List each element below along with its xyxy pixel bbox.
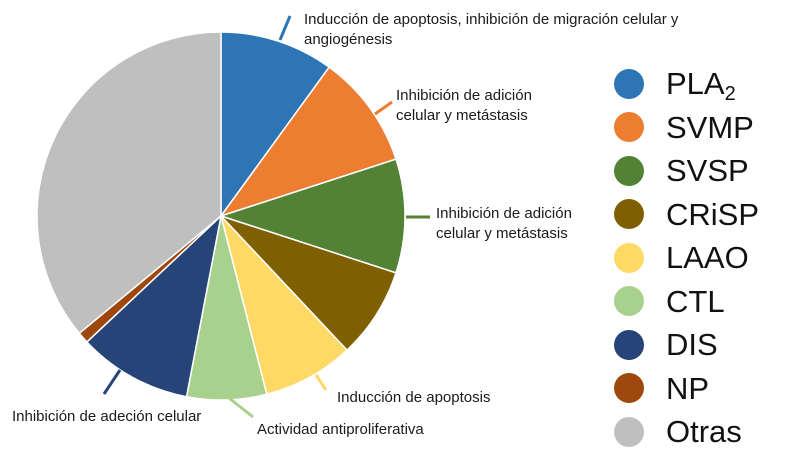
legend-label-text: Otras [666, 414, 742, 450]
annotation-leader-line-laao [314, 374, 328, 391]
annotation-label-svsp-line-2: celular y metástasis [436, 225, 568, 242]
legend-swatch [614, 199, 644, 230]
legend-swatch [614, 416, 644, 447]
pie-slice-svsp [220, 158, 406, 274]
annotation-label-pla-line-2: angiogénesis [304, 31, 392, 48]
annotation-label-svsp-line-1: Inhibición de adición [436, 205, 572, 222]
annotation-label-laao: Inducción de apoptosis [337, 389, 490, 406]
legend-item-laao: LAAO [614, 236, 759, 280]
legend-item-pla2: PLA2 [614, 62, 759, 106]
pie-slice-svmp [220, 66, 397, 217]
legend-label: Otras [666, 416, 742, 447]
annotation-label-pla-line-1: Inducción de apoptosis, inhibición de mi… [304, 11, 679, 28]
annotation-leader-line-dis [102, 369, 122, 395]
legend-label-text: DIS [666, 327, 718, 363]
legend-label-subscript: 2 [724, 83, 736, 106]
pie-slice-dis [86, 215, 222, 398]
legend-label: LAAO [666, 242, 749, 273]
legend-label-text: SVSP [666, 153, 749, 189]
annotation-leader-line-pla [278, 15, 292, 41]
legend-item-svmp: SVMP [614, 106, 759, 150]
slice-annotations: Inducción de apoptosis, inhibición de mi… [12, 11, 679, 438]
annotation-label-dis: Inhibición de adeción celular [12, 408, 201, 425]
pie-slice-otras [36, 31, 222, 335]
annotation-label-svmp-line-2: celular y metástasis [396, 107, 528, 124]
legend-label: NP [666, 373, 709, 404]
annotation-leader-line-ctl [228, 396, 254, 419]
chart-legend: PLA2 SVMP SVSP CRiSP LAAO CTL DIS NP Otras [614, 62, 759, 454]
legend-label-text: PLA [666, 66, 725, 102]
legend-item-otras: Otras [614, 410, 759, 454]
pie-slice-pla2 [220, 31, 330, 217]
legend-swatch [614, 112, 644, 143]
pie-slice-crisp [220, 215, 397, 351]
legend-label-text: CTL [666, 283, 725, 319]
annotation-leader-line-svmp [374, 100, 393, 116]
legend-label: CRiSP [666, 199, 759, 230]
legend-item-dis: DIS [614, 323, 759, 367]
legend-label-text: SVMP [666, 109, 754, 145]
legend-label-text: LAAO [666, 240, 749, 276]
legend-label-text: CRiSP [666, 196, 760, 232]
legend-swatch [614, 329, 644, 360]
annotation-label-ctl: Actividad antiproliferativa [257, 421, 424, 438]
legend-label: SVMP [666, 112, 754, 143]
legend-label: SVSP [666, 155, 749, 186]
pie-slice-laao [220, 215, 348, 395]
legend-item-ctl: CTL [614, 280, 759, 324]
legend-swatch [614, 373, 644, 404]
legend-item-svsp: SVSP [614, 149, 759, 193]
legend-label: CTL [666, 286, 725, 317]
legend-swatch [614, 242, 644, 273]
legend-swatch [614, 155, 644, 186]
pie-slices [36, 31, 406, 401]
legend-label: PLA2 [666, 66, 736, 104]
legend-swatch [614, 68, 644, 99]
legend-label-text: NP [666, 370, 710, 406]
annotation-label-svmp-line-1: Inhibición de adición [396, 87, 532, 104]
legend-label: DIS [666, 329, 718, 360]
legend-item-crisp: CRiSP [614, 193, 759, 237]
legend-item-np: NP [614, 367, 759, 411]
legend-swatch [614, 286, 644, 317]
